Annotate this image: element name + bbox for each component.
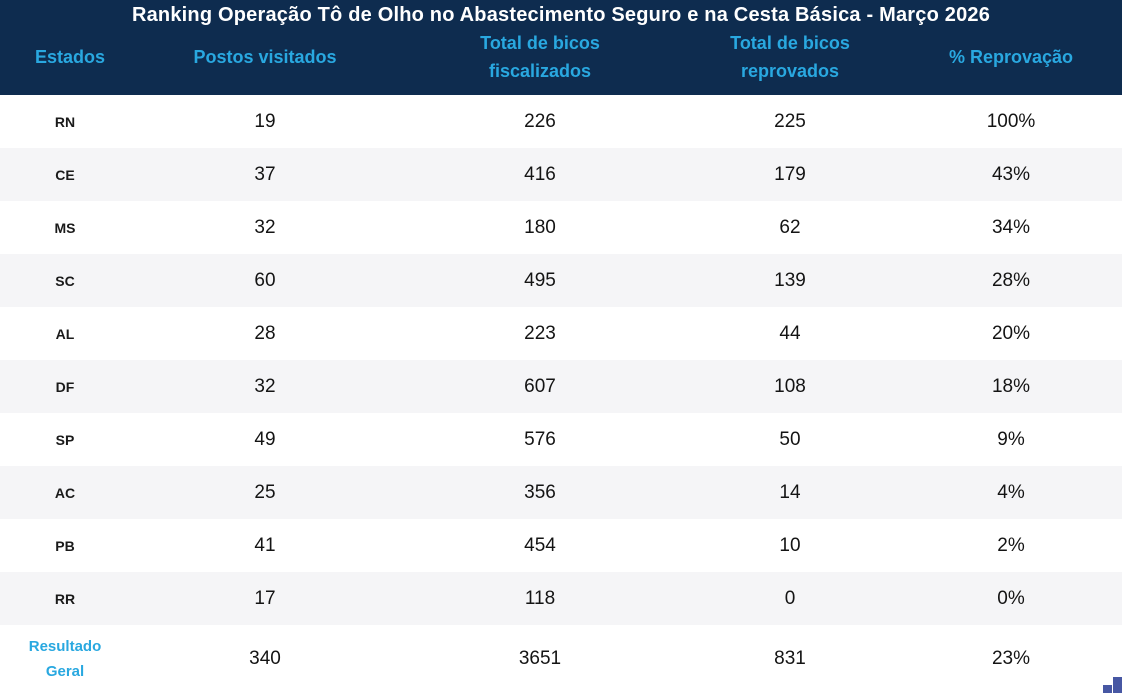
- estado-cell: SC: [55, 272, 75, 289]
- estado-cell: MS: [54, 219, 76, 236]
- reprovacao-cell: 20%: [991, 322, 1031, 344]
- fiscalizados-cell: 226: [524, 110, 556, 132]
- reprovacao-cell: 34%: [991, 216, 1031, 238]
- bar-chart-corner-icon: [1103, 677, 1122, 693]
- table-row-ce: CE 37 416 179 43%: [0, 148, 1122, 201]
- reprovados-cell: 14: [779, 481, 801, 503]
- table-row-rn: RN 19 226 225 100%: [0, 95, 1122, 148]
- table-row-resultado-geral: Resultado Geral 340 3651 831 23%: [0, 625, 1122, 693]
- table-row-rr: RR 17 118 0 0%: [0, 572, 1122, 625]
- estado-cell: AC: [54, 484, 76, 501]
- column-header-pct-reprovacao: % Reprovação: [948, 47, 1074, 68]
- fiscalizados-cell: 223: [524, 322, 556, 344]
- reprovados-cell: 108: [774, 375, 806, 397]
- reprovados-cell: 139: [774, 269, 806, 291]
- postos-cell: 17: [254, 587, 276, 609]
- postos-cell: 28: [254, 322, 276, 344]
- postos-cell: 49: [254, 428, 276, 450]
- fiscalizados-cell: 495: [524, 269, 556, 291]
- column-header-row: Estados Postos visitados Total de bicos fi…: [0, 27, 1122, 89]
- reprovacao-cell: 18%: [991, 375, 1031, 397]
- reprovados-cell: 62: [779, 216, 801, 238]
- postos-cell: 32: [254, 375, 276, 397]
- fiscalizados-cell: 607: [524, 375, 556, 397]
- reprovacao-cell: 4%: [997, 481, 1025, 503]
- column-header-bicos-fiscalizados: Total de bicos fiscalizados: [480, 33, 600, 81]
- reprovados-cell: 10: [779, 534, 801, 556]
- reprovados-cell: 44: [779, 322, 801, 344]
- table-row-sp: SP 49 576 50 9%: [0, 413, 1122, 466]
- estado-cell: Resultado Geral: [28, 637, 102, 681]
- table-row-pb: PB 41 454 10 2%: [0, 519, 1122, 572]
- estado-cell: SP: [55, 431, 75, 448]
- table-row-df: DF 32 607 108 18%: [0, 360, 1122, 413]
- table-row-sc: SC 60 495 139 28%: [0, 254, 1122, 307]
- postos-cell: 41: [254, 534, 276, 556]
- postos-cell: 37: [254, 163, 276, 185]
- reprovacao-cell: 23%: [991, 648, 1031, 669]
- postos-cell: 32: [254, 216, 276, 238]
- fiscalizados-cell: 356: [524, 481, 556, 503]
- reprovados-cell: 50: [779, 428, 801, 450]
- reprovacao-cell: 2%: [997, 534, 1025, 556]
- postos-cell: 19: [254, 110, 276, 132]
- fiscalizados-cell: 118: [524, 587, 556, 609]
- reprovados-cell: 0: [784, 587, 796, 609]
- fiscalizados-cell: 416: [524, 163, 556, 185]
- estado-cell: AL: [55, 325, 75, 342]
- table-row-ms: MS 32 180 62 34%: [0, 201, 1122, 254]
- table-row-ac: AC 25 356 14 4%: [0, 466, 1122, 519]
- table-row-al: AL 28 223 44 20%: [0, 307, 1122, 360]
- reprovacao-cell: 100%: [986, 110, 1036, 132]
- postos-cell: 25: [254, 481, 276, 503]
- reprovacao-cell: 9%: [997, 428, 1025, 450]
- column-header-estados: Estados: [35, 47, 106, 68]
- reprovacao-cell: 28%: [991, 269, 1031, 291]
- table-body: RN 19 226 225 100% CE 37 416 179 43% MS 32 180 62 34% S…: [0, 95, 1122, 693]
- reprovacao-cell: 0%: [997, 587, 1025, 609]
- fiscalizados-cell: 180: [524, 216, 556, 238]
- estado-cell: RN: [54, 113, 76, 130]
- table-header-band: Ranking Operação Tô de Olho no Abastecim…: [0, 0, 1122, 95]
- estado-cell: CE: [55, 166, 75, 183]
- fiscalizados-cell: 3651: [518, 648, 562, 669]
- fiscalizados-cell: 454: [524, 534, 556, 556]
- postos-cell: 60: [254, 269, 276, 291]
- column-header-postos-visitados: Postos visitados: [193, 47, 337, 68]
- reprovados-cell: 831: [774, 648, 806, 669]
- fiscalizados-cell: 576: [524, 428, 556, 450]
- reprovados-cell: 225: [774, 110, 806, 132]
- estado-cell: DF: [55, 378, 75, 395]
- estado-cell: RR: [54, 590, 76, 607]
- column-header-bicos-reprovados: Total de bicos reprovados: [730, 33, 850, 81]
- reprovacao-cell: 43%: [991, 163, 1031, 185]
- estado-cell: PB: [55, 537, 75, 554]
- page-title: Ranking Operação Tô de Olho no Abastecim…: [131, 4, 991, 26]
- postos-cell: 340: [249, 648, 281, 669]
- reprovados-cell: 179: [774, 163, 806, 185]
